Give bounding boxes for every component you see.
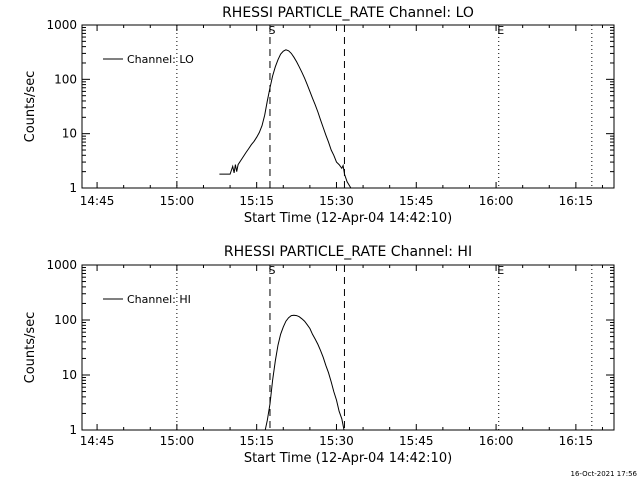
x-tick-label: 15:00 [160,194,195,208]
legend-label: Channel: HI [127,293,191,306]
x-tick-label: 14:45 [80,434,115,448]
x-tick-label: 15:15 [239,434,274,448]
x-tick-label: 15:30 [319,434,354,448]
reference-marker-label: S [268,24,275,37]
reference-marker-label: E [497,24,504,37]
reference-marker-label: S [268,264,275,277]
x-axis-label: Start Time (12-Apr-04 14:42:10) [244,451,452,466]
y-tick-label: 100 [54,313,77,327]
y-tick-label: 100 [54,72,77,86]
x-tick-label: 16:15 [559,434,594,448]
x-tick-label: 15:30 [319,194,354,208]
footer-timestamp: 16-Oct-2021 17:56 [571,470,638,478]
x-tick-label: 16:15 [559,194,594,208]
y-tick-label: 1 [69,181,77,195]
legend-label: Channel: LO [127,53,194,66]
x-tick-label: 16:00 [479,434,514,448]
chart-title: RHESSI PARTICLE_RATE Channel: HI [224,244,472,260]
y-tick-label: 10 [62,368,77,382]
y-axis-label: Counts/sec [23,312,38,384]
y-tick-label: 1 [69,423,77,437]
x-tick-label: 15:45 [399,434,434,448]
reference-marker-label: E [497,264,504,277]
x-tick-label: 16:00 [479,194,514,208]
x-tick-label: 15:15 [239,194,274,208]
chart-title: RHESSI PARTICLE_RATE Channel: LO [222,5,474,21]
y-axis-label: Counts/sec [23,71,38,143]
y-tick-label: 1000 [46,258,77,272]
x-tick-label: 15:45 [399,194,434,208]
x-tick-label: 14:45 [80,194,115,208]
y-tick-label: 1000 [46,18,77,32]
x-tick-label: 15:00 [160,434,195,448]
y-tick-label: 10 [62,127,77,141]
x-axis-label: Start Time (12-Apr-04 14:42:10) [244,211,452,226]
